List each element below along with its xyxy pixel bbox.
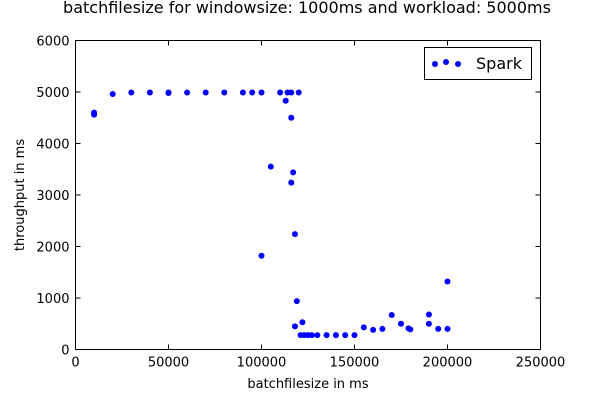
data-point <box>425 320 432 327</box>
chart-title: batchfilesize for windowsize: 1000ms and… <box>63 0 551 17</box>
x-tick-label: 250000 <box>516 356 566 371</box>
data-point <box>288 89 295 96</box>
data-point <box>291 231 298 238</box>
data-point <box>360 324 367 331</box>
data-point <box>398 320 404 327</box>
legend-label-spark: Spark <box>476 54 523 73</box>
data-point <box>267 163 274 170</box>
y-tick-label: 2000 <box>36 241 69 256</box>
x-tick-label: 50000 <box>148 356 189 371</box>
data-point <box>146 89 153 96</box>
data-point <box>221 89 228 96</box>
x-axis: 0 50000 100000 150000 200000 250000 <box>71 40 566 371</box>
legend-marker-dot <box>432 61 438 67</box>
data-point <box>293 298 300 305</box>
data-point <box>379 325 386 332</box>
x-axis-title: batchfilesize in ms <box>247 377 368 392</box>
data-point <box>277 89 284 96</box>
y-axis-title: throughput in ms <box>13 139 28 251</box>
legend-marker-dot <box>443 59 449 65</box>
plot-area <box>75 40 541 350</box>
data-point <box>258 89 265 96</box>
data-point <box>290 169 297 176</box>
data-point <box>425 311 432 318</box>
data-point <box>332 332 339 339</box>
data-point <box>91 111 98 118</box>
y-axis: 0 1000 2000 3000 4000 5000 6000 <box>36 35 541 359</box>
legend-marker <box>432 59 461 67</box>
data-point <box>435 325 442 332</box>
data-point <box>351 332 358 339</box>
x-tick-label: 0 <box>71 356 79 371</box>
data-point <box>299 319 306 326</box>
data-point <box>202 89 209 96</box>
legend: Spark <box>424 47 532 80</box>
y-tick-label: 4000 <box>36 138 69 153</box>
data-point <box>165 90 172 97</box>
data-point <box>370 326 377 333</box>
data-point <box>291 323 298 330</box>
data-point <box>407 326 414 333</box>
y-tick-label: 5000 <box>36 86 69 101</box>
data-point <box>282 97 289 104</box>
y-tick-label: 6000 <box>36 35 69 50</box>
data-point <box>323 332 330 339</box>
data-point <box>184 89 191 96</box>
data-point <box>295 89 302 96</box>
data-point <box>444 325 451 332</box>
data-point <box>342 332 349 339</box>
data-point <box>109 91 116 98</box>
data-point <box>288 114 295 121</box>
x-tick-label: 200000 <box>423 356 473 371</box>
y-tick-label: 3000 <box>36 189 69 204</box>
data-point <box>258 252 265 259</box>
data-points <box>91 89 451 339</box>
legend-box <box>424 47 532 80</box>
y-tick-label: 0 <box>61 344 69 359</box>
y-tick-label: 1000 <box>36 292 69 307</box>
data-point <box>388 311 395 318</box>
data-point <box>239 89 246 96</box>
data-point <box>444 278 451 285</box>
x-tick-label: 100000 <box>237 356 287 371</box>
data-point <box>288 179 295 186</box>
data-point <box>128 89 135 96</box>
legend-marker-dot <box>455 61 461 67</box>
data-point <box>314 332 321 339</box>
data-point <box>249 89 256 96</box>
x-tick-label: 150000 <box>330 356 380 371</box>
data-point <box>308 332 315 339</box>
